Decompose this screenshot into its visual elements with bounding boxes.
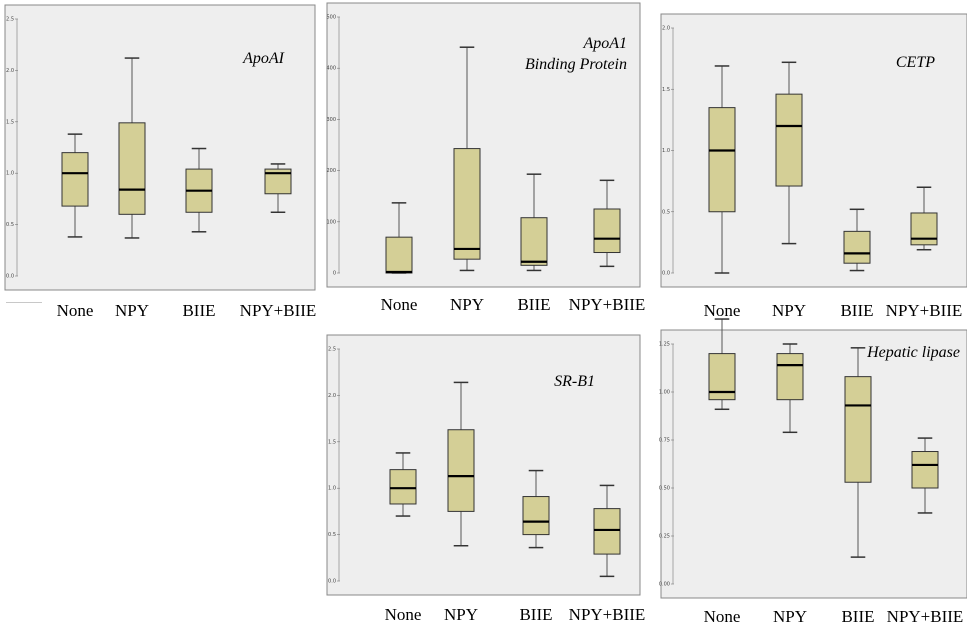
- x-category-label: NPY+BIIE: [887, 607, 964, 623]
- chart-title: ApoAI: [242, 50, 285, 67]
- box-iqr: [522, 496, 550, 536]
- y-tick-label: 0.0: [662, 271, 670, 277]
- y-tick-label: 1.00: [659, 390, 670, 396]
- x-category-label: NPY: [772, 301, 806, 320]
- x-category-label: NPY+BIIE: [569, 295, 646, 314]
- x-category-label: None: [385, 605, 422, 623]
- decorative-rule: [6, 302, 42, 303]
- y-tick-label: 2.5: [6, 17, 14, 23]
- y-tick-label: 1.5: [328, 439, 336, 445]
- y-tick-label: 0.0: [6, 274, 14, 280]
- y-tick-label: 300: [326, 117, 336, 123]
- y-tick-label: 0: [333, 271, 336, 277]
- plot-area: [4, 4, 316, 291]
- y-tick-label: 2.5: [328, 347, 336, 353]
- x-category-label: None: [704, 301, 741, 320]
- x-category-label: BIIE: [182, 301, 215, 320]
- y-tick-label: 0.5: [6, 222, 14, 228]
- y-tick-label: 1.5: [6, 119, 14, 125]
- x-category-label: NPY: [450, 295, 484, 314]
- x-category-label: NPY: [773, 607, 807, 623]
- chart-title: ApoA1: [582, 35, 627, 52]
- y-tick-label: 1.0: [6, 171, 14, 177]
- x-category-label: NPY+BIIE: [240, 301, 317, 320]
- x-category-label: BIIE: [841, 607, 874, 623]
- y-tick-label: 1.25: [659, 342, 670, 348]
- y-tick-label: 1.0: [328, 486, 336, 492]
- box-iqr: [843, 230, 871, 264]
- chart-title: CETP: [896, 54, 935, 71]
- y-tick-label: 400: [326, 66, 336, 72]
- chart-title: SR-B1: [554, 373, 595, 390]
- box-iqr: [385, 236, 413, 274]
- x-category-label: NPY+BIIE: [886, 301, 963, 320]
- y-tick-label: 2.0: [6, 68, 14, 74]
- y-tick-label: 0.5: [662, 209, 670, 215]
- y-tick-label: 500: [326, 15, 336, 21]
- box-iqr: [775, 93, 803, 187]
- y-tick-label: 0.0: [328, 579, 336, 585]
- y-tick-label: 1.0: [662, 148, 670, 154]
- box-iqr: [776, 353, 804, 401]
- box-iqr: [593, 208, 621, 254]
- x-category-label: None: [381, 295, 418, 314]
- y-tick-label: 0.00: [659, 582, 670, 588]
- chart-title: Binding Protein: [525, 56, 627, 73]
- y-tick-label: 2.0: [328, 393, 336, 399]
- x-category-label: None: [57, 301, 94, 320]
- x-category-label: NPY: [115, 301, 149, 320]
- box-iqr: [844, 376, 872, 483]
- box-iqr: [447, 429, 475, 512]
- box-iqr: [118, 122, 146, 215]
- box-iqr: [593, 508, 621, 555]
- y-tick-label: 200: [326, 168, 336, 174]
- box-iqr: [520, 217, 548, 266]
- plot-area: [326, 334, 641, 596]
- x-category-label: NPY: [444, 605, 478, 623]
- x-category-label: None: [704, 607, 741, 623]
- y-tick-label: 0.75: [659, 438, 670, 444]
- y-tick-label: 0.50: [659, 486, 670, 492]
- box-iqr: [911, 451, 939, 489]
- y-tick-label: 0.5: [328, 532, 336, 538]
- chart-title: Hepatic lipase: [866, 344, 960, 361]
- y-tick-label: 100: [326, 219, 336, 225]
- box-iqr: [61, 152, 89, 207]
- y-tick-label: 1.5: [662, 87, 670, 93]
- box-iqr: [453, 148, 481, 260]
- box-iqr: [708, 107, 736, 213]
- plot-area: [326, 2, 641, 288]
- x-category-label: BIIE: [517, 295, 550, 314]
- x-category-label: BIIE: [519, 605, 552, 623]
- box-iqr: [389, 469, 417, 505]
- y-tick-label: 0.25: [659, 534, 670, 540]
- x-category-label: BIIE: [840, 301, 873, 320]
- x-category-label: NPY+BIIE: [569, 605, 646, 623]
- y-tick-label: 2.0: [662, 26, 670, 32]
